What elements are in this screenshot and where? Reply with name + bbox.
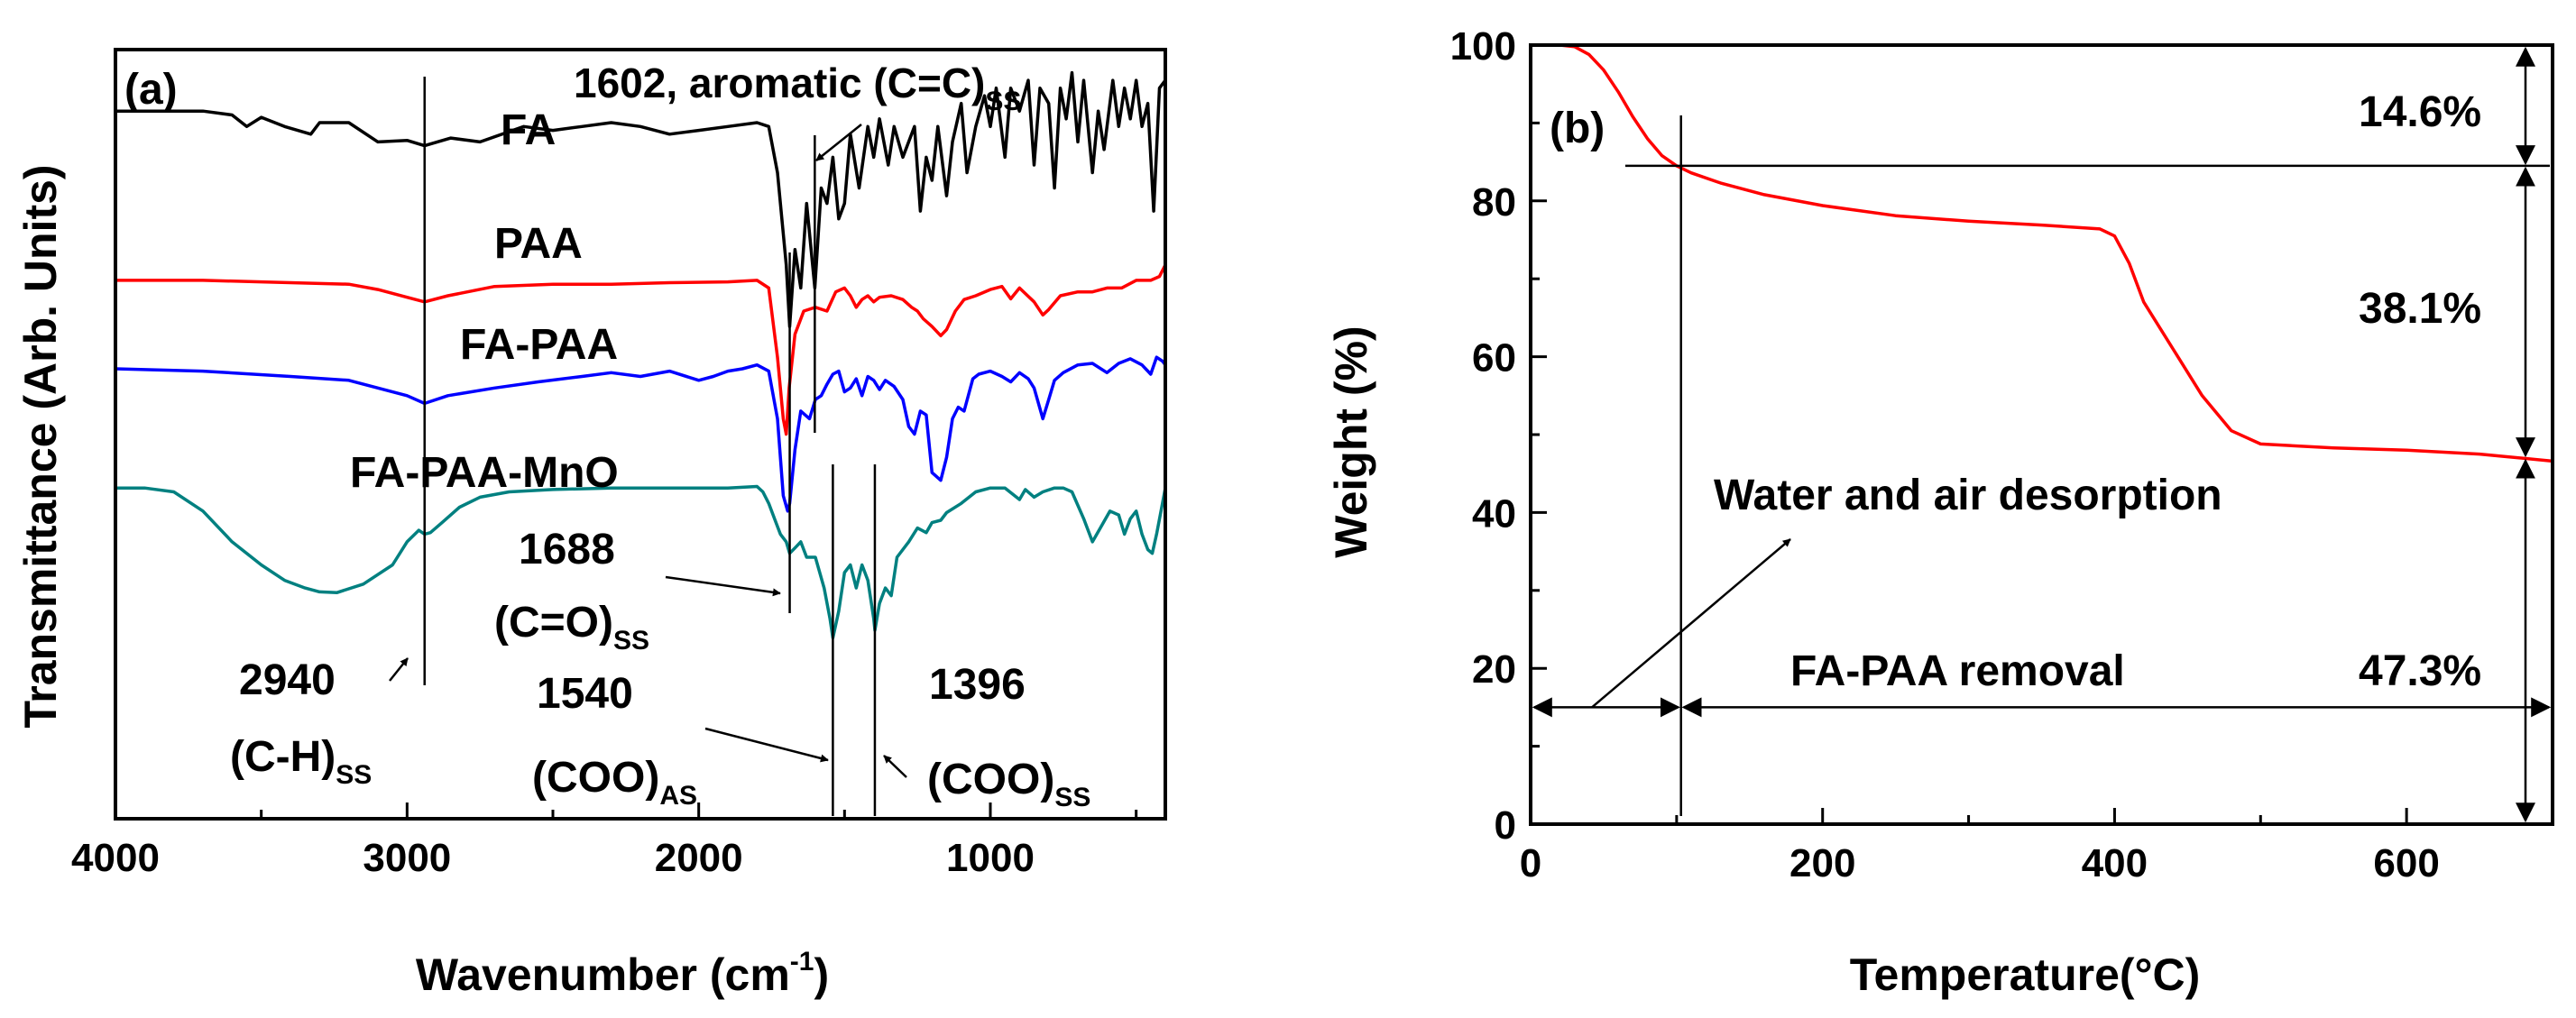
ftir-panel-label: (a) xyxy=(124,66,178,114)
annotation-coo-as-value: 1540 xyxy=(537,670,633,718)
tga-y-tick-label: 0 xyxy=(1495,803,1516,848)
series-line-fa-paa xyxy=(115,355,1167,513)
annotation-water-air: Water and air desorption xyxy=(1714,472,2222,519)
tga-y-tick-label: 60 xyxy=(1472,336,1516,381)
ftir-x-tick-label: 2000 xyxy=(655,836,743,880)
arrow-1688 xyxy=(665,575,781,597)
tga-chart: 0 200 400 600 0 20 40 60 80 100 (b) Water and air… xyxy=(1326,24,2554,1000)
ftir-y-axis-title: Transmittance (Arb. Units) xyxy=(15,164,66,728)
tga-y-tick-label: 80 xyxy=(1472,180,1516,225)
series-label-fa-paa-mno: FA-PAA-MnO xyxy=(350,449,619,497)
ftir-plot-frame xyxy=(114,48,1167,821)
annotation-coo-as-label: (COO)AS xyxy=(532,754,697,811)
tga-x-tick-label: 400 xyxy=(2082,841,2148,885)
arrow-1602 xyxy=(815,124,862,161)
tga-y-tick-label: 100 xyxy=(1450,24,1516,69)
annotation-coo-ss-value: 1396 xyxy=(929,661,1026,709)
tga-x-tick-label: 200 xyxy=(1789,841,1855,885)
annotation-fa-peak: 1602, aromatic (C=C)SS xyxy=(574,60,1021,116)
series-line-paa xyxy=(115,264,1167,436)
ftir-series-group xyxy=(115,70,1167,640)
annotation-coo-ss-label: (COO)SS xyxy=(927,756,1090,812)
tga-panel-label: (b) xyxy=(1550,105,1605,152)
annotation-fa-paa-removal: FA-PAA removal xyxy=(1790,647,2125,695)
ftir-axis-ticks: 4000 3000 2000 1000 xyxy=(71,802,1138,880)
arrow-1396 xyxy=(883,755,907,778)
ftir-chart: 4000 3000 2000 1000 (a) FA PAA FA-PAA FA-PA… xyxy=(15,48,1167,1000)
series-line-tga xyxy=(1559,43,2553,463)
tga-x-tick-label: 600 xyxy=(2373,841,2439,885)
tga-y-tick-label: 20 xyxy=(1472,647,1516,692)
series-label-paa: PAA xyxy=(494,220,583,268)
annotation-pct-47-3: 47.3% xyxy=(2359,647,2481,695)
tga-x-axis-title: Temperature(°C) xyxy=(1850,949,2201,1000)
arrow-2940 xyxy=(389,657,409,682)
ftir-x-axis-title: Wavenumber (cm-1) xyxy=(416,947,829,1000)
ftir-annotation-lines xyxy=(389,77,907,816)
series-label-fa-paa: FA-PAA xyxy=(460,321,618,369)
tga-series-group xyxy=(1559,43,2553,463)
annotation-ch-value: 2940 xyxy=(239,656,336,704)
tga-x-tick-label: 0 xyxy=(1520,841,1541,885)
annotation-ch-label: (C-H)SS xyxy=(230,733,372,790)
tga-y-tick-label: 40 xyxy=(1472,491,1516,536)
arrow-desorption-pointer xyxy=(1591,538,1791,709)
tga-axis-ticks: 0 200 400 600 0 20 40 60 80 100 xyxy=(1450,24,2554,885)
tga-y-axis-title: Weight (%) xyxy=(1326,326,1376,557)
annotation-co-value: 1688 xyxy=(519,526,615,573)
annotation-pct-14-6: 14.6% xyxy=(2359,88,2481,136)
arrow-1540 xyxy=(704,727,829,763)
series-line-fa xyxy=(115,70,1167,328)
tga-annotation-lines xyxy=(1532,46,2552,823)
series-line-fa-paa-mno xyxy=(115,484,1167,640)
ftir-x-tick-label: 4000 xyxy=(71,836,160,880)
ftir-x-tick-label: 1000 xyxy=(946,836,1035,880)
series-label-fa: FA xyxy=(501,106,556,154)
annotation-co-label: (C=O)SS xyxy=(494,599,649,656)
annotation-pct-38-1: 38.1% xyxy=(2359,285,2481,333)
ftir-x-tick-label: 3000 xyxy=(363,836,451,880)
